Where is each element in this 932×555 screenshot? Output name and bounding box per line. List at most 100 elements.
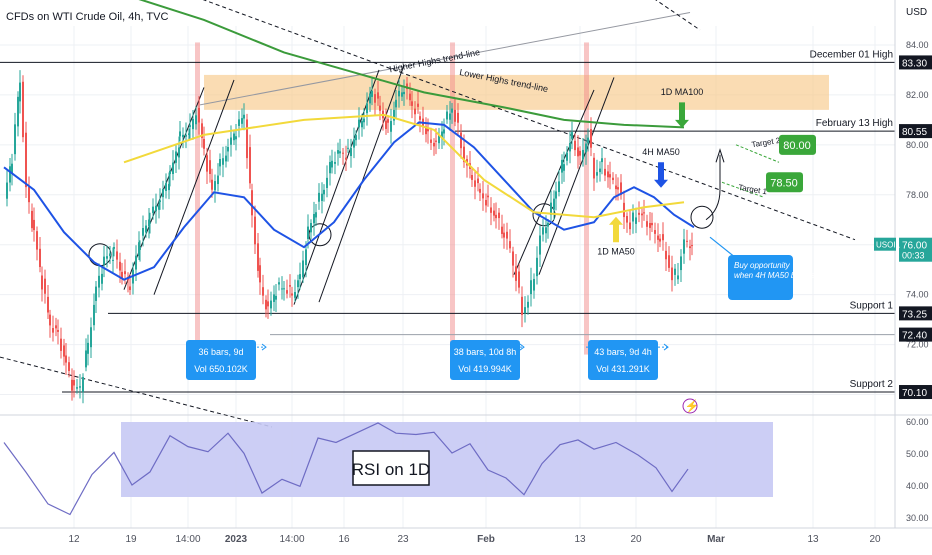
candle-body-24 bbox=[68, 362, 70, 371]
candle-body-100 bbox=[267, 301, 269, 307]
price-tag-1 bbox=[899, 124, 932, 139]
candle-body-146 bbox=[390, 121, 392, 132]
candle-body-75 bbox=[201, 123, 203, 138]
candle-body-107 bbox=[286, 290, 288, 294]
candle-body-134 bbox=[358, 119, 360, 128]
rsi-line bbox=[3, 422, 689, 516]
candle-body-228 bbox=[615, 185, 617, 190]
candle-body-30 bbox=[85, 350, 87, 368]
candle-body-88 bbox=[235, 136, 237, 140]
x-tick-9: 20 bbox=[630, 534, 642, 545]
candle-body-109 bbox=[291, 293, 293, 296]
channel-line-2 bbox=[293, 69, 380, 305]
price-tag-text-2: 73.25 bbox=[902, 309, 927, 320]
candle-body-247 bbox=[668, 255, 670, 268]
price-tag-text-1: 80.55 bbox=[902, 127, 927, 138]
candle-body-11 bbox=[33, 219, 35, 231]
candle-body-132 bbox=[353, 139, 355, 148]
candle-body-142 bbox=[379, 105, 381, 111]
candle-body-29 bbox=[82, 377, 84, 392]
candle-body-150 bbox=[401, 92, 403, 97]
ma-cross-circle-3 bbox=[690, 205, 714, 229]
candle-body-152 bbox=[406, 83, 408, 90]
current-price-countdown: 00:33 bbox=[902, 251, 925, 261]
candle-body-99 bbox=[265, 299, 267, 310]
projection-arrowhead bbox=[715, 148, 725, 163]
x-tick-0: 12 bbox=[68, 534, 80, 545]
candle-body-63 bbox=[169, 170, 171, 175]
candle-body-224 bbox=[604, 168, 606, 176]
candle-body-74 bbox=[198, 107, 200, 123]
candle-body-82 bbox=[219, 158, 221, 167]
candle-body-117 bbox=[313, 213, 315, 224]
y-tick-6: 72.00 bbox=[906, 340, 929, 350]
candle-body-207 bbox=[558, 181, 560, 193]
candle-body-136 bbox=[363, 118, 365, 123]
bar-count-line2-2: Vol 431.291K bbox=[596, 364, 650, 374]
candle-body-9 bbox=[28, 186, 30, 203]
candle-body-131 bbox=[350, 147, 352, 157]
buy-note-line-0: Buy opportunity bbox=[734, 261, 791, 270]
candle-body-59 bbox=[159, 200, 161, 203]
candle-body-220 bbox=[593, 157, 595, 179]
rsi-panel: RSI on 1D bbox=[3, 422, 773, 516]
candle-body-172 bbox=[460, 132, 462, 149]
candle-body-95 bbox=[254, 216, 256, 245]
x-tick-5: 16 bbox=[338, 534, 350, 545]
candle-body-162 bbox=[433, 142, 435, 147]
bar-count-line2-0: Vol 650.102K bbox=[194, 364, 248, 374]
candle-body-186 bbox=[498, 212, 500, 219]
channel-line-1 bbox=[153, 79, 235, 295]
candle-body-120 bbox=[321, 193, 323, 201]
candle-body-26 bbox=[73, 380, 75, 386]
candle-body-22 bbox=[63, 345, 65, 357]
candle-body-170 bbox=[454, 109, 456, 122]
candle-body-222 bbox=[599, 168, 601, 173]
y-tick-0: 84.00 bbox=[906, 40, 929, 50]
candle-body-245 bbox=[662, 234, 664, 241]
candle-body-78 bbox=[209, 160, 211, 175]
candle-body-149 bbox=[398, 90, 400, 97]
candle-body-45 bbox=[124, 271, 126, 275]
price-tag-0 bbox=[899, 55, 932, 70]
candle-body-144 bbox=[385, 120, 387, 129]
candle-body-201 bbox=[542, 227, 544, 235]
x-tick-1: 19 bbox=[125, 534, 137, 545]
level-label-dec01: December 01 High bbox=[810, 49, 893, 60]
candle-body-40 bbox=[112, 259, 114, 261]
level-label-support2: Support 2 bbox=[850, 379, 894, 390]
y-tick-3: 78.00 bbox=[906, 190, 929, 200]
candle-body-221 bbox=[596, 172, 598, 176]
candle-body-204 bbox=[550, 202, 552, 216]
candle-body-115 bbox=[307, 226, 309, 239]
candle-body-249 bbox=[674, 268, 676, 275]
candle-body-169 bbox=[451, 108, 453, 113]
candle-body-209 bbox=[563, 164, 565, 171]
lower-trendline bbox=[0, 356, 273, 428]
candle-body-3 bbox=[11, 163, 13, 174]
candle-body-155 bbox=[414, 108, 416, 115]
candle-body-49 bbox=[135, 255, 137, 270]
buy-note-box bbox=[728, 255, 793, 300]
candle-body-64 bbox=[172, 162, 174, 175]
current-price-tag bbox=[899, 237, 932, 262]
candle-body-33 bbox=[93, 304, 95, 326]
candle-body-250 bbox=[677, 275, 679, 280]
candle-body-79 bbox=[211, 179, 213, 190]
candle-body-153 bbox=[409, 93, 411, 101]
candle-body-28 bbox=[79, 386, 81, 388]
candle-body-248 bbox=[671, 267, 673, 281]
candle-body-84 bbox=[225, 155, 227, 162]
candle-body-139 bbox=[371, 90, 373, 97]
candle-body-6 bbox=[19, 82, 21, 102]
ma100-label: 1D MA100 bbox=[661, 87, 704, 97]
candle-body-167 bbox=[446, 111, 448, 120]
lower-highs-trendline bbox=[202, 0, 856, 241]
candle-body-193 bbox=[518, 271, 520, 288]
x-tick-3: 2023 bbox=[225, 534, 248, 545]
candle-body-176 bbox=[471, 175, 473, 180]
candle-body-135 bbox=[361, 121, 363, 128]
